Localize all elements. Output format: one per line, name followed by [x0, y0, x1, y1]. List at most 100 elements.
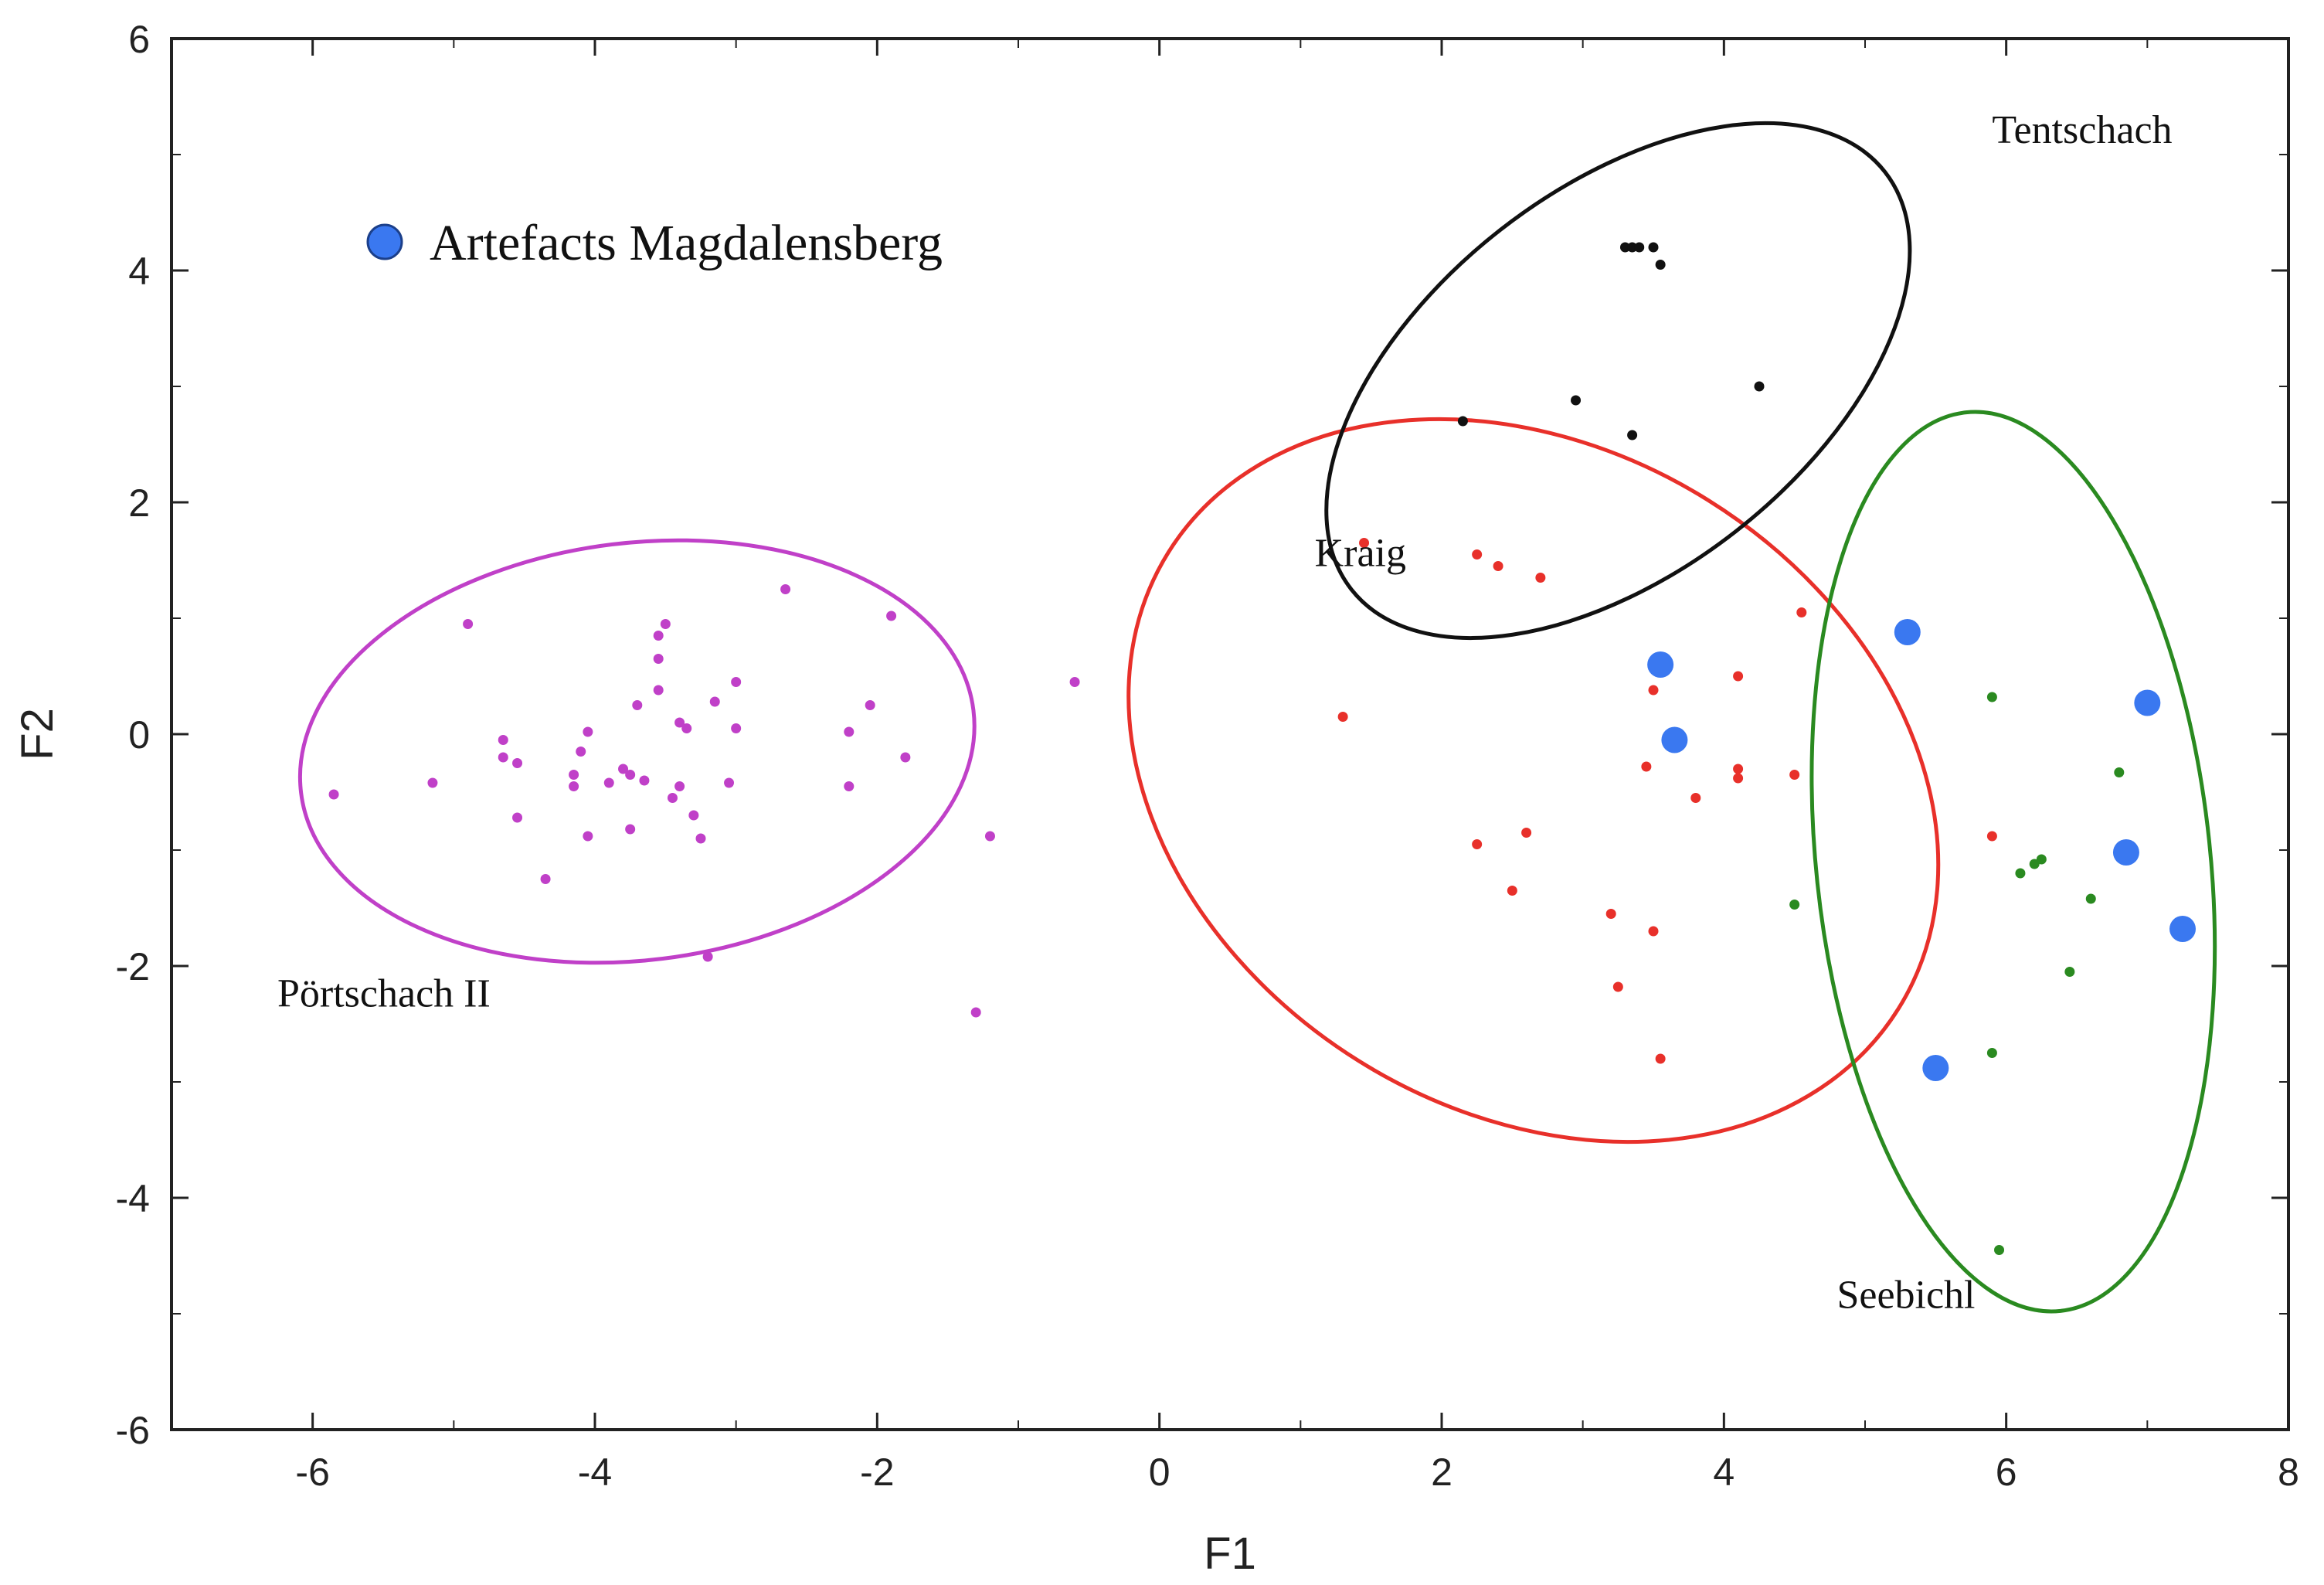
seebichl-point	[2015, 868, 2026, 879]
artefacts-magdalensberg-point	[2112, 839, 2139, 866]
p-rtschach-ii-ellipse	[297, 538, 977, 965]
kraig-point	[1796, 607, 1807, 617]
p-rtschach-ii-point	[427, 777, 438, 788]
p-rtschach-ii-point	[681, 723, 692, 733]
kraig-point	[1337, 712, 1348, 722]
p-rtschach-ii-point	[695, 833, 706, 844]
tentschach-ellipse	[1324, 121, 1912, 640]
p-rtschach-ii-point	[702, 951, 713, 962]
kraig-point	[1986, 831, 1997, 842]
kraig-point	[1359, 538, 1370, 548]
p-rtschach-ii-point	[583, 831, 593, 842]
kraig-point	[1789, 770, 1800, 780]
p-rtschach-ii-point	[583, 726, 593, 737]
confidence-ellipses	[297, 121, 2217, 1314]
p-rtschach-ii-point	[569, 770, 579, 780]
kraig-point	[1507, 886, 1517, 896]
kraig-point	[1655, 1053, 1666, 1064]
y-tick-label: 0	[128, 713, 150, 757]
p-rtschach-ii-point	[865, 700, 875, 710]
p-rtschach-ii-point	[625, 824, 636, 835]
seebichl-point	[1789, 900, 1800, 910]
tentschach-point	[1754, 381, 1765, 392]
p-rtschach-ii-point	[653, 685, 664, 696]
tentschach-point	[1655, 260, 1666, 270]
p-rtschach-ii-point	[512, 812, 523, 823]
seebichl-point	[2064, 967, 2075, 977]
p-rtschach-ii-point	[653, 654, 664, 664]
seebichl-ellipse	[1809, 410, 2217, 1314]
group-label: Tentschach	[1992, 108, 2172, 152]
p-rtschach-ii-point	[569, 781, 579, 791]
legend-label: Artefacts Magdalensberg	[430, 215, 943, 271]
kraig-point	[1493, 561, 1503, 571]
p-rtschach-ii-point	[688, 810, 699, 821]
p-rtschach-ii-point	[625, 770, 636, 780]
seebichl-point	[1994, 1245, 2005, 1255]
legend: Artefacts Magdalensberg	[366, 215, 943, 271]
tentschach-point	[1457, 416, 1468, 427]
p-rtschach-ii-point	[653, 631, 664, 641]
tentschach-point	[1627, 430, 1638, 440]
kraig-point	[1605, 909, 1616, 919]
p-rtschach-ii-point	[886, 611, 897, 621]
p-rtschach-ii-point	[498, 752, 508, 763]
x-axis-title: F1	[1204, 1529, 1256, 1579]
p-rtschach-ii-point	[576, 747, 586, 757]
p-rtschach-ii-point	[632, 700, 643, 710]
x-tick-label: -2	[860, 1451, 894, 1494]
axis-ticks: -6 -4 -2 0 2 4 6 8 -6 -4 -2 0 2 4 6	[116, 18, 2299, 1494]
tentschach-point	[1571, 395, 1582, 406]
y-tick-label: -4	[116, 1177, 150, 1220]
kraig-ellipse	[1126, 417, 1941, 1145]
seebichl-point	[2036, 854, 2047, 865]
p-rtschach-ii-point	[618, 764, 629, 774]
p-rtschach-ii-point	[724, 777, 735, 788]
kraig-point	[1648, 685, 1659, 696]
p-rtschach-ii-point	[667, 793, 678, 803]
p-rtschach-ii-point	[780, 584, 791, 594]
y-tick-label: -6	[116, 1409, 150, 1452]
kraig-point	[1521, 828, 1532, 838]
x-tick-label: 8	[2278, 1451, 2299, 1494]
seebichl-point	[1986, 692, 1997, 702]
p-rtschach-ii-point	[709, 696, 720, 707]
legend-marker	[366, 223, 403, 260]
artefacts-magdalensberg-point	[1647, 651, 1674, 678]
p-rtschach-ii-point	[512, 758, 523, 768]
p-rtschach-ii-point	[540, 874, 551, 884]
x-tick-label: 6	[1996, 1451, 2017, 1494]
p-rtschach-ii-point	[660, 619, 671, 629]
seebichl-point	[2114, 767, 2125, 777]
data-points	[328, 242, 2196, 1255]
kraig-point	[1641, 761, 1652, 772]
artefacts-magdalensberg-point	[2134, 689, 2161, 716]
p-rtschach-ii-point	[984, 831, 995, 842]
seebichl-point	[2085, 893, 2096, 904]
x-tick-label: -6	[295, 1451, 329, 1494]
artefacts-magdalensberg-point	[1922, 1055, 1949, 1081]
kraig-point	[1472, 549, 1483, 560]
p-rtschach-ii-point	[674, 717, 685, 728]
p-rtschach-ii-point	[674, 781, 685, 791]
p-rtschach-ii-point	[463, 619, 474, 629]
p-rtschach-ii-point	[900, 752, 911, 763]
group-label: Kraig	[1315, 532, 1406, 576]
kraig-point	[1733, 773, 1744, 784]
group-label: Pörtschach II	[277, 972, 491, 1016]
p-rtschach-ii-point	[970, 1007, 981, 1018]
tentschach-point	[1634, 242, 1645, 253]
p-rtschach-ii-point	[1069, 677, 1080, 687]
p-rtschach-ii-point	[731, 723, 742, 733]
artefacts-magdalensberg-point	[1661, 726, 1688, 753]
kraig-point	[1472, 839, 1483, 849]
x-tick-label: 0	[1149, 1451, 1170, 1494]
x-tick-label: -4	[578, 1451, 612, 1494]
kraig-point	[1690, 793, 1701, 803]
y-tick-label: 2	[128, 481, 150, 525]
p-rtschach-ii-point	[639, 775, 650, 786]
p-rtschach-ii-point	[731, 677, 742, 687]
artefacts-magdalensberg-point	[1894, 619, 1921, 645]
